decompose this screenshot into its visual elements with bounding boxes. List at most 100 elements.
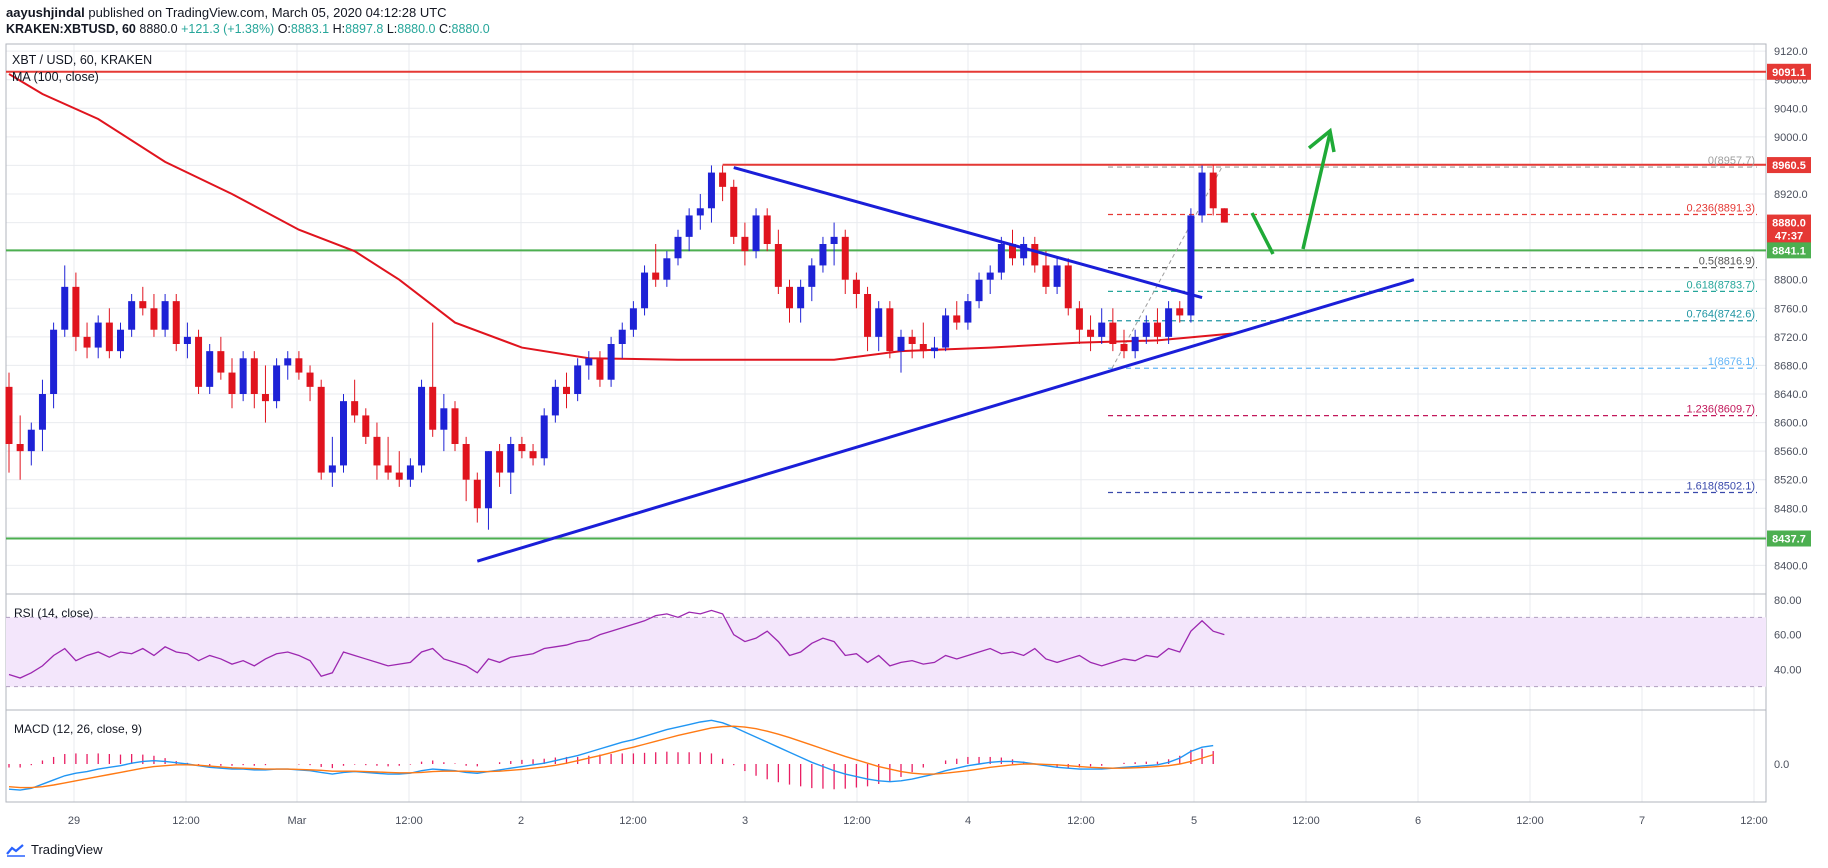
price-tick-label: 9040.0 [1774,103,1808,115]
price-tag-label: 8960.5 [1772,160,1806,172]
candle-body [585,358,593,366]
candle-body [317,386,325,473]
candle [797,279,805,323]
candle-body [16,444,24,452]
candle-body [1165,308,1173,337]
candle [986,265,994,294]
candle [27,422,35,466]
low-label: L: [386,22,398,36]
candle-body [1031,244,1039,266]
candle [1009,229,1016,266]
macd-line [8,719,1214,791]
candle-body [819,244,827,266]
upper-trendline [733,166,1203,300]
candle-body [1064,265,1072,309]
candle-body [1153,322,1161,337]
candle-body [1042,265,1050,287]
candle-body [273,365,281,402]
fib-level-label: 0.618(8783.7) [1687,279,1756,291]
candle [1176,301,1184,323]
candle [1187,208,1195,323]
candle-body [1220,208,1228,223]
tradingview-logo[interactable]: TradingView [6,842,103,857]
price-tag-label: 9091.1 [1772,67,1806,79]
candle-body [1087,329,1095,337]
candle-body [596,358,604,380]
candle [1165,301,1173,344]
candle-body [786,286,793,309]
candle [652,244,660,287]
candle-body [730,186,738,237]
candle-body [997,244,1005,273]
candle [440,394,448,452]
candle-body [942,315,950,348]
price-tag-label: 47:37 [1775,230,1803,242]
candle [16,415,24,480]
candle-body [986,272,994,280]
candle [897,329,905,373]
price-tick-label: 8480.0 [1774,503,1808,515]
candle-body [763,215,771,244]
candle [730,179,738,244]
candle-body [128,301,136,330]
candle [707,165,715,223]
candle [774,229,782,294]
candle-body [774,244,782,287]
candle [340,394,347,473]
candle [518,436,526,459]
candle-body [540,415,548,459]
candle-body [1198,172,1206,216]
price-tag-box [1767,157,1811,174]
candle-body [384,465,392,473]
time-tick-label: 7 [1639,815,1645,827]
candle-body [1020,244,1028,259]
candle-body [696,208,704,216]
candle [852,272,860,309]
candle [161,294,169,337]
candle-body [50,329,58,394]
candle [886,301,894,359]
price-tag-box [1767,227,1811,244]
candle [384,436,392,480]
candle [741,222,749,266]
candle [150,294,158,337]
candle-body [852,279,860,294]
candle-body [1209,172,1217,209]
candle-body [183,336,191,344]
tradingview-logo-icon [6,843,25,857]
fib-level-label: 1.236(8609.7) [1687,404,1756,416]
open-label: O: [277,22,291,36]
candle-body [741,236,749,252]
fib-group: 0(8957.7) 0.236(8891.3) 0.5(8816.9) 0.618(8… [1108,155,1757,494]
candle [406,458,414,487]
candle [61,265,69,337]
candle [674,229,682,266]
candle-body [261,394,269,402]
candle [250,351,258,409]
candle-body [451,408,459,444]
candle-body [1009,244,1016,259]
candle [540,408,548,466]
candle-body [228,372,236,394]
candle-body [440,408,448,430]
publisher-name[interactable]: aayushjindal [6,5,85,20]
price-tick-label: 8800.0 [1774,275,1808,287]
candle-body [563,386,570,394]
candle-body [674,236,682,259]
candle [685,208,693,252]
candle [563,372,570,409]
rsi-line [8,609,1225,679]
candle-body [250,358,258,394]
fib-level-label: 0.236(8891.3) [1687,203,1756,215]
candle [574,358,582,402]
price-tick-label: 8760.0 [1774,303,1808,315]
low-value: 8880.0 [397,22,436,36]
candle [83,322,91,359]
candle [663,251,671,287]
candle-body [975,279,983,302]
candle-body [172,301,180,344]
candle-body [897,336,905,352]
tradingview-logo-text: TradingView [31,842,103,857]
candle-body [406,465,414,480]
